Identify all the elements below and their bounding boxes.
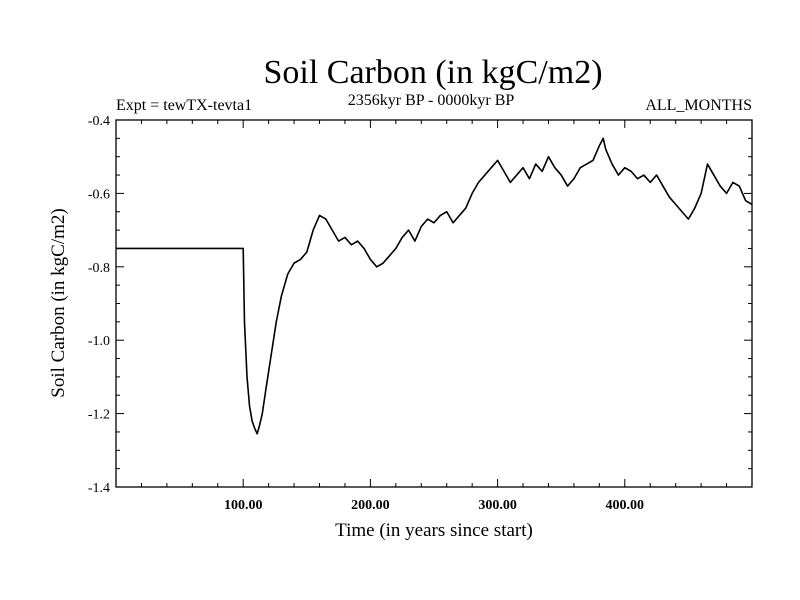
- y-tick-label: -0.4: [88, 114, 110, 129]
- x-tick-label: 100.00: [224, 498, 263, 513]
- y-tick-label: -0.6: [88, 187, 110, 202]
- y-tick-label: -1.0: [88, 334, 110, 349]
- x-axis-label: Time (in years since start): [335, 520, 533, 541]
- y-axis-label: Soil Carbon (in kgC/m2): [48, 208, 69, 397]
- y-tick-label: -1.2: [88, 408, 110, 423]
- series-line: [116, 137, 753, 435]
- chart-subtitle-left: Expt = tewTX-tevta1: [116, 97, 252, 114]
- x-axis-ticks: 100.00 200.00 300.00 400.00: [140, 120, 728, 513]
- series-layer: [116, 137, 753, 435]
- y-axis-ticks: -1.4 -1.2 -1.0 -0.8 -0.6 -0.4: [88, 114, 752, 496]
- chart-subtitle-center: 2356kyr BP - 0000kyr BP: [348, 92, 515, 109]
- chart-subtitle-right: ALL_MONTHS: [645, 97, 752, 114]
- y-tick-label: -1.4: [88, 481, 110, 496]
- x-tick-label: 200.00: [351, 498, 390, 513]
- chart-title: Soil Carbon (in kgC/m2): [263, 54, 602, 91]
- x-tick-label: 300.00: [478, 498, 517, 513]
- y-tick-label: -0.8: [88, 261, 110, 276]
- x-tick-label: 400.00: [606, 498, 645, 513]
